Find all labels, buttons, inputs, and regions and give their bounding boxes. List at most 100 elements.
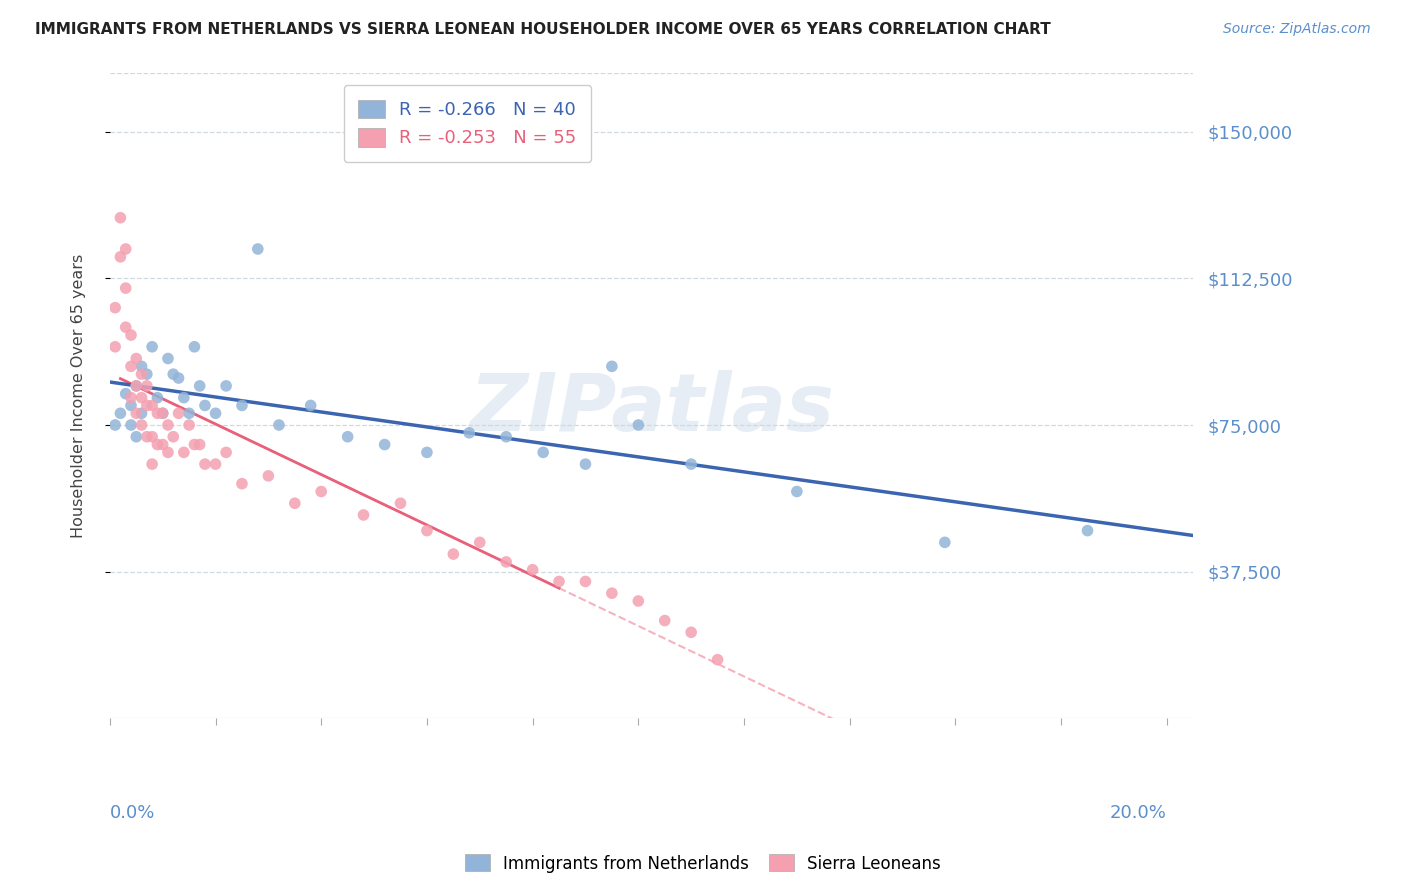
Point — [416, 524, 439, 538]
Point — [110, 406, 132, 420]
Point — [146, 437, 169, 451]
Point — [309, 484, 332, 499]
Point — [458, 425, 481, 440]
Point — [125, 379, 148, 393]
Point — [495, 555, 517, 569]
Point — [114, 320, 136, 334]
Point — [110, 211, 132, 225]
Point — [183, 340, 205, 354]
Point — [600, 586, 623, 600]
Point — [179, 406, 201, 420]
Point — [215, 445, 238, 459]
Point — [441, 547, 464, 561]
Point — [389, 496, 412, 510]
Point — [204, 406, 226, 420]
Point — [120, 399, 142, 413]
Point — [146, 406, 169, 420]
Point — [627, 417, 650, 432]
Point — [141, 399, 163, 413]
Point — [336, 430, 359, 444]
Point — [600, 359, 623, 374]
Point — [284, 496, 307, 510]
Point — [120, 417, 142, 432]
Point — [125, 406, 148, 420]
Point — [468, 535, 491, 549]
Point — [374, 437, 396, 451]
Y-axis label: Householder Income Over 65 years: Householder Income Over 65 years — [72, 253, 86, 538]
Point — [152, 406, 174, 420]
Point — [114, 386, 136, 401]
Point — [179, 417, 201, 432]
Point — [706, 653, 728, 667]
Point — [574, 574, 596, 589]
Point — [299, 399, 322, 413]
Point — [135, 399, 157, 413]
Point — [131, 359, 153, 374]
Point — [194, 399, 217, 413]
Point — [531, 445, 554, 459]
Point — [120, 359, 142, 374]
Point — [162, 430, 184, 444]
Point — [246, 242, 269, 256]
Point — [1076, 524, 1098, 538]
Point — [120, 328, 142, 343]
Point — [786, 484, 808, 499]
Text: Source: ZipAtlas.com: Source: ZipAtlas.com — [1223, 22, 1371, 37]
Point — [194, 457, 217, 471]
Point — [141, 340, 163, 354]
Text: IMMIGRANTS FROM NETHERLANDS VS SIERRA LEONEAN HOUSEHOLDER INCOME OVER 65 YEARS C: IMMIGRANTS FROM NETHERLANDS VS SIERRA LE… — [35, 22, 1050, 37]
Point — [416, 445, 439, 459]
Text: 0.0%: 0.0% — [110, 805, 155, 822]
Point — [231, 476, 253, 491]
Point — [156, 417, 179, 432]
Legend: Immigrants from Netherlands, Sierra Leoneans: Immigrants from Netherlands, Sierra Leon… — [458, 847, 948, 880]
Point — [167, 406, 190, 420]
Point — [257, 468, 280, 483]
Point — [188, 379, 211, 393]
Point — [574, 457, 596, 471]
Point — [353, 508, 375, 522]
Point — [141, 457, 163, 471]
Point — [135, 367, 157, 381]
Point — [135, 430, 157, 444]
Point — [681, 625, 703, 640]
Point — [548, 574, 571, 589]
Legend: R = -0.266   N = 40, R = -0.253   N = 55: R = -0.266 N = 40, R = -0.253 N = 55 — [343, 86, 591, 161]
Point — [654, 614, 676, 628]
Point — [188, 437, 211, 451]
Point — [114, 281, 136, 295]
Point — [110, 250, 132, 264]
Point — [162, 367, 184, 381]
Point — [131, 417, 153, 432]
Point — [114, 242, 136, 256]
Point — [125, 430, 148, 444]
Point — [231, 399, 253, 413]
Point — [104, 301, 127, 315]
Point — [120, 391, 142, 405]
Point — [522, 563, 544, 577]
Point — [125, 379, 148, 393]
Point — [146, 391, 169, 405]
Point — [495, 430, 517, 444]
Point — [204, 457, 226, 471]
Point — [131, 367, 153, 381]
Point — [934, 535, 956, 549]
Point — [681, 457, 703, 471]
Point — [104, 417, 127, 432]
Point — [135, 379, 157, 393]
Point — [152, 406, 174, 420]
Point — [156, 445, 179, 459]
Point — [104, 340, 127, 354]
Point — [267, 417, 290, 432]
Point — [183, 437, 205, 451]
Point — [156, 351, 179, 366]
Point — [173, 391, 195, 405]
Point — [141, 430, 163, 444]
Point — [131, 391, 153, 405]
Point — [152, 437, 174, 451]
Point — [125, 351, 148, 366]
Point — [173, 445, 195, 459]
Point — [627, 594, 650, 608]
Point — [167, 371, 190, 385]
Point — [131, 406, 153, 420]
